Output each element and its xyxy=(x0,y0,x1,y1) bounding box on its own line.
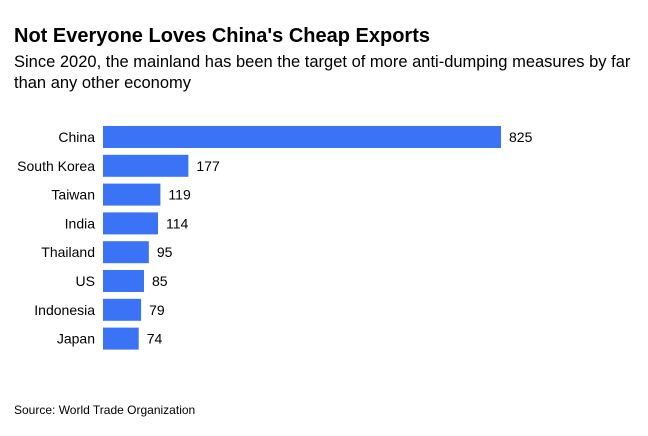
bar xyxy=(103,298,142,321)
category-label: South Korea xyxy=(17,158,95,174)
category-label: US xyxy=(76,273,95,289)
value-label: 85 xyxy=(152,273,168,289)
value-label: 177 xyxy=(196,158,220,174)
category-label: Indonesia xyxy=(34,302,95,318)
bar xyxy=(103,212,158,235)
value-label: 79 xyxy=(149,302,165,318)
value-label: 95 xyxy=(157,244,173,260)
chart-subtitle: Since 2020, the mainland has been the ta… xyxy=(14,53,631,92)
category-label: India xyxy=(65,215,96,231)
bar xyxy=(103,183,161,206)
value-label: 119 xyxy=(168,187,191,203)
bar xyxy=(103,126,501,148)
category-label: China xyxy=(58,129,95,145)
value-label: 825 xyxy=(509,129,533,145)
chart-title: Not Everyone Loves China's Cheap Exports xyxy=(14,25,430,47)
category-label: Taiwan xyxy=(51,187,95,203)
source-note: Source: World Trade Organization xyxy=(14,403,196,417)
value-label: 74 xyxy=(147,331,163,347)
value-label: 114 xyxy=(166,215,189,231)
category-label: Japan xyxy=(57,331,95,347)
bar xyxy=(103,154,189,177)
category-label: Thailand xyxy=(41,244,95,260)
bar xyxy=(103,241,149,264)
bar-chart: China 825 South Korea 177 Taiwan 119 India 114 T… xyxy=(17,126,533,350)
bar xyxy=(103,327,139,350)
bar xyxy=(103,270,145,292)
